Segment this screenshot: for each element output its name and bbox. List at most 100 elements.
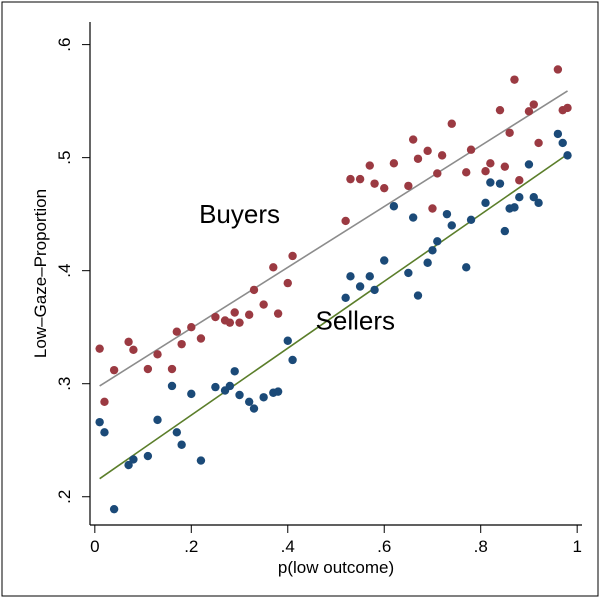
data-point <box>341 216 350 226</box>
data-point <box>187 389 196 399</box>
annotation-label: Buyers <box>199 199 280 229</box>
data-point <box>524 160 534 169</box>
data-point <box>129 455 138 464</box>
data-point <box>447 119 456 128</box>
data-point <box>259 393 268 402</box>
data-point <box>486 159 495 168</box>
data-point <box>211 382 220 392</box>
data-point <box>370 179 379 188</box>
data-point <box>481 198 490 208</box>
data-point <box>244 397 254 406</box>
data-point <box>341 293 350 303</box>
data-point <box>524 107 534 116</box>
data-point <box>109 365 119 375</box>
data-point <box>553 65 563 74</box>
data-point <box>486 178 495 187</box>
data-point <box>249 285 259 295</box>
data-point <box>428 204 437 213</box>
data-point <box>355 282 365 291</box>
data-point <box>143 364 153 374</box>
data-point <box>481 167 490 176</box>
data-point <box>423 146 432 156</box>
y-tick-label: .4 <box>55 264 74 278</box>
data-point <box>244 310 254 319</box>
data-point <box>408 213 418 222</box>
data-point <box>433 237 442 246</box>
y-tick-label: .6 <box>55 38 74 52</box>
data-point <box>346 272 355 281</box>
data-point <box>230 367 239 376</box>
data-point <box>172 327 182 336</box>
data-point <box>259 300 268 309</box>
data-point <box>380 183 389 193</box>
x-tick-label: .2 <box>184 537 198 556</box>
data-point <box>563 103 572 113</box>
x-axis-title: p(low outcome) <box>278 558 394 577</box>
x-tick-label: 0 <box>90 537 99 556</box>
data-point <box>249 404 259 413</box>
data-point <box>225 381 235 391</box>
fit-lines <box>99 90 568 480</box>
x-tick-label: 1 <box>572 537 581 556</box>
data-point <box>365 272 374 281</box>
data-point <box>534 138 543 148</box>
axes: 0 .2 .4 .6 .8 1 .2 .3 .4 .5 .6 <box>55 22 582 556</box>
data-point <box>413 154 423 163</box>
data-point <box>196 334 206 343</box>
data-points <box>95 65 572 514</box>
data-point <box>447 221 456 230</box>
data-point <box>177 339 186 349</box>
data-point <box>95 417 104 427</box>
data-point <box>153 350 162 359</box>
data-point <box>466 215 476 225</box>
x-tick-label: .8 <box>474 537 488 556</box>
data-point <box>167 364 177 374</box>
data-point <box>235 390 244 400</box>
data-point <box>109 504 119 514</box>
data-point <box>437 151 447 160</box>
data-point <box>100 397 109 406</box>
data-point <box>404 268 413 278</box>
data-point <box>529 100 538 109</box>
data-point <box>355 174 365 184</box>
data-point <box>529 193 538 202</box>
data-point <box>370 285 379 295</box>
data-point <box>408 135 418 144</box>
data-point <box>515 176 524 185</box>
annotations: Buyers Sellers <box>199 199 395 335</box>
y-tick-label: .5 <box>55 151 74 165</box>
data-point <box>462 168 471 177</box>
data-point <box>365 161 374 170</box>
data-point <box>124 460 133 470</box>
data-point <box>442 209 452 219</box>
data-point <box>124 337 133 347</box>
data-point <box>283 336 292 345</box>
x-tick-label: .4 <box>281 537 295 556</box>
data-point <box>433 169 442 178</box>
y-tick-label: .2 <box>55 490 74 504</box>
data-point <box>235 318 244 327</box>
x-tick-label: .6 <box>377 537 391 556</box>
data-point <box>510 203 519 212</box>
data-point <box>563 151 572 160</box>
data-point <box>500 162 510 171</box>
data-point <box>505 128 514 137</box>
fit-line-1 <box>99 153 568 480</box>
data-point <box>196 456 206 465</box>
data-point <box>462 263 471 272</box>
data-point <box>129 345 138 354</box>
data-point <box>95 344 104 353</box>
data-point <box>466 145 476 154</box>
data-point <box>211 312 220 322</box>
data-point <box>558 138 567 148</box>
data-point <box>500 226 510 236</box>
data-point <box>495 179 505 188</box>
annotation-label: Sellers <box>316 305 395 335</box>
data-point <box>273 387 283 396</box>
data-point <box>515 193 524 202</box>
data-point <box>269 263 278 272</box>
data-point <box>346 174 355 184</box>
data-point <box>380 256 389 265</box>
